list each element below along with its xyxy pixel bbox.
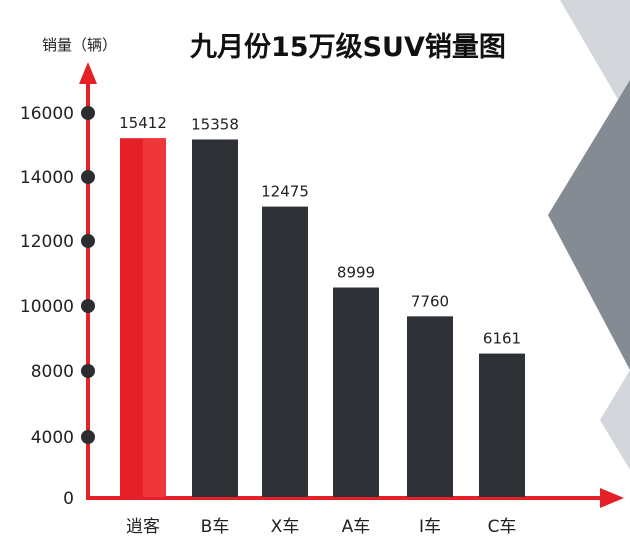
corner-light-shape (560, 0, 630, 120)
category-label: 逍客 (126, 517, 160, 537)
y-tick-label: 0 (63, 489, 74, 509)
bar-highlight-shade (143, 138, 166, 498)
value-labels: 15412 15358 12475 8999 7760 6161 (119, 114, 521, 347)
bar (262, 206, 308, 497)
y-axis-arrow (79, 62, 97, 84)
bar-value-label: 8999 (337, 264, 375, 282)
category-label: C车 (488, 517, 517, 537)
y-tick-label: 8000 (31, 362, 74, 382)
y-tick-label: 12000 (20, 232, 74, 252)
bar (333, 287, 379, 497)
y-tick-label: 14000 (20, 168, 74, 188)
y-tick-dot (81, 170, 95, 184)
bar-value-label: 7760 (411, 292, 449, 310)
y-tick-label: 4000 (31, 428, 74, 448)
y-tick-dot (81, 106, 95, 120)
category-labels: 逍客 B车 X车 A车 I车 C车 (126, 517, 516, 537)
category-label: A车 (342, 517, 371, 537)
bars (120, 138, 525, 498)
category-label: I车 (419, 517, 441, 537)
category-label: X车 (271, 517, 300, 537)
chart-title: 九月份15万级SUV销量图 (190, 31, 506, 63)
corner-decoration (548, 0, 630, 470)
bar-value-label: 12475 (261, 183, 309, 201)
bar-value-label: 15358 (191, 115, 239, 133)
y-tick-label: 16000 (20, 104, 74, 124)
y-tick-dot (81, 299, 95, 313)
y-tick-dot (81, 364, 95, 378)
corner-grey-shape (548, 80, 630, 370)
bar (192, 139, 238, 497)
y-tick-label: 10000 (20, 297, 74, 317)
y-tick-dot (81, 234, 95, 248)
y-axis-label: 销量（辆） (42, 36, 117, 54)
x-axis-arrow (600, 488, 624, 508)
bar (479, 353, 525, 497)
corner-light-shape-lower (600, 370, 630, 470)
y-ticks: 16000 14000 12000 10000 8000 4000 0 (20, 104, 95, 509)
bar-value-label: 6161 (483, 330, 521, 348)
bar-value-label: 15412 (119, 114, 167, 132)
y-tick-dot (81, 430, 95, 444)
category-label: B车 (201, 517, 230, 537)
bar (407, 316, 453, 497)
